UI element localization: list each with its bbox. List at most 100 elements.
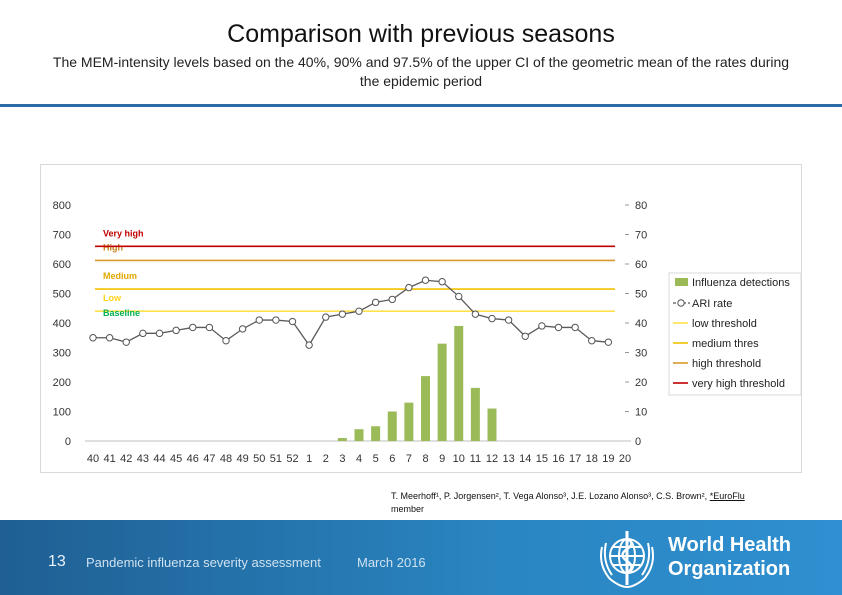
x-axis-tick-label: 1	[306, 453, 312, 465]
ari-rate-point	[122, 338, 130, 346]
legend-label-high-threshold: high threshold	[692, 358, 761, 370]
ari-rate-point	[189, 323, 197, 332]
right-axis-tick-label: 10	[635, 407, 647, 419]
influenza-detections-bar	[371, 426, 381, 441]
threshold-label: Low	[103, 293, 122, 303]
right-axis-tick-label: 80	[635, 200, 647, 212]
x-axis-tick-label: 6	[389, 453, 395, 465]
footer-title: Pandemic influenza severity assessment	[86, 555, 321, 570]
x-axis-tick-label: 52	[286, 453, 298, 465]
slide-title: Comparison with previous seasons	[227, 20, 615, 48]
threshold-label: High	[103, 242, 123, 252]
right-axis-tick-label: 30	[635, 348, 647, 360]
ari-rate-point	[205, 323, 214, 332]
author-credits-line-2: member	[391, 504, 425, 514]
footer-date: March 2016	[357, 555, 426, 570]
x-axis-tick-label: 4	[356, 453, 362, 465]
x-axis-tick-label: 19	[602, 453, 614, 465]
left-axis-tick-label: 600	[53, 259, 71, 271]
mem-intensity-chart: 0 100 200 300 400 500 600 700 800 0 10 20 30 40 50 60 70…	[53, 200, 802, 465]
ari-rate-point	[455, 292, 463, 301]
x-axis-tick-label: 14	[519, 453, 531, 465]
euroflu-link[interactable]: *EuroFlu	[709, 491, 745, 501]
author-list: T. Meerhoff¹, P. Jorgensen², T. Vega Alo…	[391, 491, 708, 501]
x-axis-tick-label: 15	[536, 453, 548, 465]
x-axis-tick-label: 10	[453, 453, 465, 465]
chart-frame: 0 100 200 300 400 500 600 700 800 0 10 20 30 40 50 60 70…	[40, 164, 802, 473]
ari-rate-point	[504, 316, 513, 324]
ari-rate-point	[238, 325, 247, 333]
legend-box	[668, 272, 802, 396]
ari-rate-point	[554, 323, 563, 332]
x-axis-tick-label: 47	[203, 453, 215, 465]
ari-rate-point	[471, 310, 480, 318]
influenza-detections-bar	[437, 343, 447, 441]
page-number: 13	[48, 553, 66, 570]
x-axis-tick-label: 3	[339, 453, 345, 465]
x-axis-tick-label: 7	[406, 453, 412, 465]
right-axis-tick-label: 40	[635, 318, 647, 330]
x-axis-tick-label: 5	[373, 453, 379, 465]
ari-rate-point	[421, 276, 430, 284]
left-axis-tick-label: 800	[53, 200, 71, 212]
ari-rate-point	[371, 298, 380, 307]
x-axis-tick-label: 12	[486, 453, 498, 465]
x-axis-tick-label: 17	[569, 453, 581, 465]
ari-rate-point	[538, 322, 546, 330]
ari-rate-point	[355, 307, 363, 315]
slide-subtitle: The MEM-intensity levels based on the 40…	[0, 53, 842, 91]
ari-rate-point	[222, 337, 230, 345]
legend-label-very-high-threshold: very high threshold	[692, 378, 785, 390]
who-wordmark-line-1: World Health	[668, 534, 791, 556]
threshold-label: Very high	[103, 228, 144, 238]
threshold-label: Medium	[103, 271, 137, 281]
influenza-detections-bar	[404, 402, 414, 441]
ari-rate-point	[405, 283, 413, 292]
right-axis-tick-label: 0	[635, 436, 641, 448]
x-axis-tick-label: 18	[586, 453, 598, 465]
ari-rate-point	[604, 338, 613, 346]
ari-rate-point	[322, 313, 330, 321]
influenza-detections-bar	[421, 376, 430, 441]
x-axis-tick-label: 41	[104, 453, 116, 465]
x-axis-tick-label: 44	[153, 453, 165, 465]
x-axis-tick-label: 50	[253, 453, 265, 465]
ari-rate-point	[521, 332, 529, 340]
left-axis-tick-label: 700	[53, 230, 71, 242]
x-axis-tick-label: 46	[187, 453, 199, 465]
ari-rate-point	[388, 295, 396, 304]
title-divider	[0, 104, 842, 107]
x-axis-tick-label: 16	[552, 453, 564, 465]
ari-rate-point	[571, 323, 579, 332]
influenza-detections-bar	[337, 438, 347, 441]
legend-swatch-influenza-detections	[675, 278, 688, 286]
ari-rate-point	[139, 329, 147, 338]
legend-marker-ari-rate	[677, 299, 685, 307]
right-axis-tick-label: 50	[635, 289, 647, 301]
legend-label-low-threshold: low threshold	[692, 318, 757, 330]
left-axis-tick-label: 400	[53, 318, 71, 330]
x-axis-tick-label: 42	[120, 453, 132, 465]
x-axis-tick-label: 45	[170, 453, 182, 465]
ari-rate-line	[93, 279, 609, 347]
influenza-detections-bar	[354, 429, 364, 441]
influenza-detections-bar	[454, 325, 464, 441]
ari-rate-point	[438, 278, 446, 286]
ari-rate-point	[172, 326, 180, 335]
who-wordmark-line-2: Organization	[668, 558, 791, 580]
author-credits: T. Meerhoff¹, P. Jorgensen², T. Vega Alo…	[391, 490, 811, 516]
who-wordmark: World Health Organization	[668, 533, 791, 581]
who-emblem-icon	[600, 531, 654, 589]
legend-label-ari-rate: ARI rate	[692, 298, 732, 310]
right-axis-tick-label: 70	[635, 230, 647, 242]
slide-footer: 13 Pandemic influenza severity assessmen…	[0, 520, 842, 595]
x-axis-tick-label: 49	[237, 453, 249, 465]
baseline-label: Baseline	[103, 308, 140, 318]
influenza-detections-bar	[387, 411, 397, 441]
ari-rate-point	[155, 329, 164, 338]
x-axis-tick-label: 40	[87, 453, 99, 465]
x-axis-tick-label: 48	[220, 453, 232, 465]
x-axis-tick-label: 43	[137, 453, 149, 465]
influenza-detections-bar	[470, 387, 480, 441]
left-axis-tick-label: 300	[53, 348, 71, 360]
